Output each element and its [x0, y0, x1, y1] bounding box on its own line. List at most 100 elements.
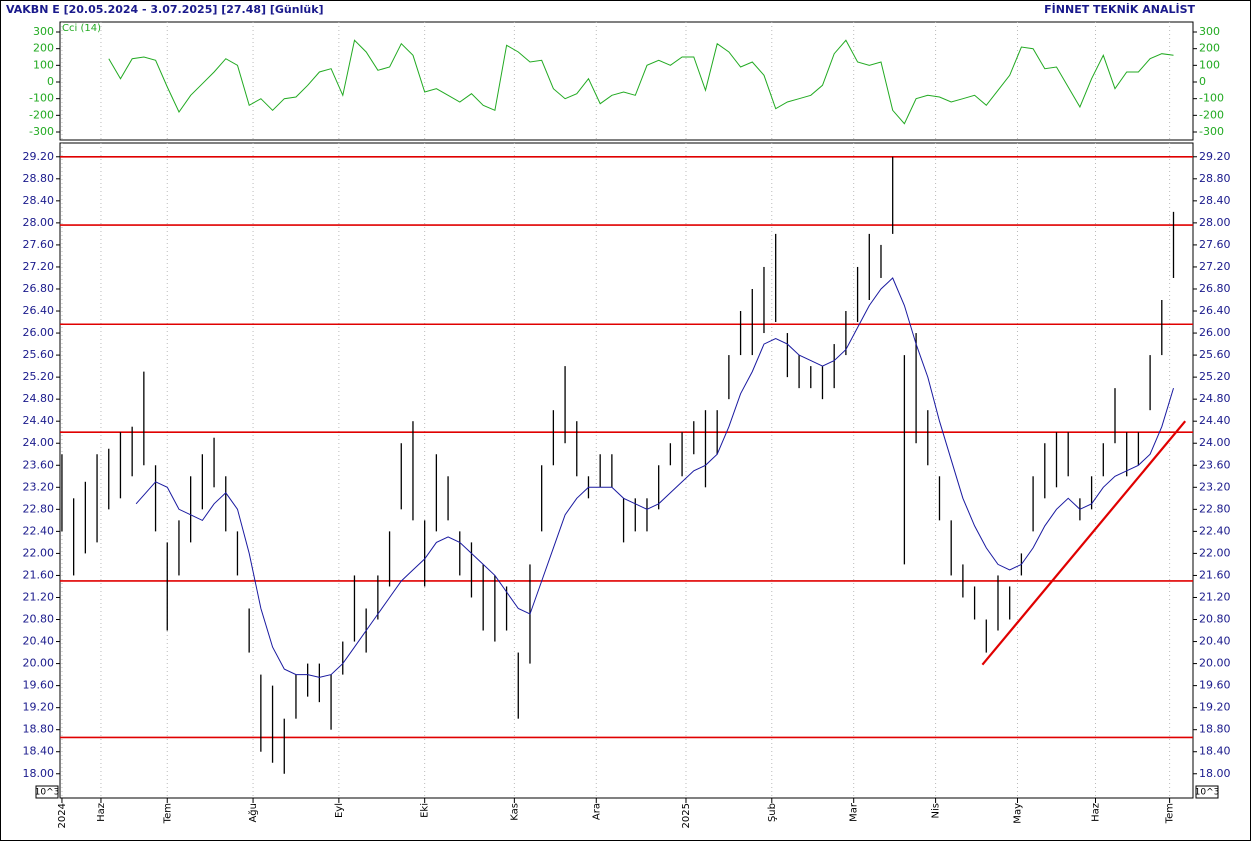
y-tick-label: 20.00	[1199, 657, 1231, 670]
y-tick-label: 21.60	[1199, 568, 1231, 581]
y-tick-label: -300	[29, 125, 54, 138]
x-tick-label: Nis	[931, 803, 942, 818]
y-tick-label: 300	[33, 25, 54, 38]
y-tick-label: 100	[33, 58, 54, 71]
y-tick-label: 29.20	[23, 150, 55, 163]
chart-title: VAKBN E [20.05.2024 - 3.07.2025] [27.48]…	[6, 3, 324, 16]
y-tick-label: 28.80	[1199, 172, 1231, 185]
x-tick-label: Eki	[420, 803, 431, 818]
y-tick-label: 19.60	[23, 679, 55, 692]
y-tick-label: 18.80	[1199, 723, 1231, 736]
y-tick-label: 24.00	[23, 436, 55, 449]
x-tick-label: Ağu	[247, 803, 259, 823]
y-tick-label: 19.20	[23, 701, 55, 714]
y-tick-label: 21.20	[1199, 590, 1231, 603]
y-tick-label: 18.40	[1199, 745, 1231, 758]
x-tick-label: May	[1012, 803, 1023, 824]
y-tick-label: 20.40	[23, 635, 55, 648]
y-tick-label: 22.40	[1199, 524, 1231, 537]
y-tick-label: 20.40	[1199, 635, 1231, 648]
y-tick-label: -200	[29, 108, 54, 121]
y-tick-label: 24.00	[1199, 436, 1231, 449]
y-tick-label: 25.20	[1199, 370, 1231, 383]
y-tick-label: -100	[1199, 92, 1224, 105]
y-tick-label: 22.80	[23, 502, 55, 515]
y-tick-label: 26.40	[23, 304, 55, 317]
y-tick-label: 18.80	[23, 723, 55, 736]
source: FİNNET TEKNİK ANALİST	[1044, 2, 1195, 16]
y-tick-label: 25.60	[1199, 348, 1231, 361]
y-tick-label: 22.80	[1199, 502, 1231, 515]
y-tick-label: 18.00	[1199, 767, 1231, 780]
y-tick-label: 28.80	[23, 172, 55, 185]
x-tick-label: Ara	[591, 803, 602, 820]
y-tick-label: 28.40	[1199, 194, 1231, 207]
y-tick-label: 26.80	[23, 282, 55, 295]
unit-box	[35, 785, 59, 799]
y-tick-label: -300	[1199, 125, 1224, 138]
x-tick-label: Haz	[1090, 803, 1101, 822]
y-tick-label: 27.60	[23, 238, 55, 251]
y-tick-label: 200	[1199, 42, 1220, 55]
y-tick-label: 20.80	[23, 613, 55, 626]
y-tick-label: 20.80	[1199, 613, 1231, 626]
y-tick-label: 100	[1199, 58, 1220, 71]
y-tick-label: 28.40	[23, 194, 55, 207]
y-tick-label: -100	[29, 92, 54, 105]
y-tick-label: 24.40	[23, 414, 55, 427]
y-tick-label: 18.40	[23, 745, 55, 758]
unit-label: 10^3	[35, 788, 60, 798]
y-tick-label: 23.20	[23, 480, 55, 493]
y-tick-label: 21.60	[23, 568, 55, 581]
x-tick-label: Tem	[1165, 803, 1176, 824]
y-tick-label: 27.20	[23, 260, 55, 273]
y-tick-label: 26.40	[1199, 304, 1231, 317]
y-tick-label: 20.00	[23, 657, 55, 670]
x-tick-label: Kas	[509, 803, 520, 821]
y-tick-label: 22.00	[23, 546, 55, 559]
y-tick-label: 24.40	[1199, 414, 1231, 427]
y-tick-label: 27.20	[1199, 260, 1231, 273]
y-tick-label: 22.40	[23, 524, 55, 537]
y-tick-label: 28.00	[23, 216, 55, 229]
y-tick-label: 27.60	[1199, 238, 1231, 251]
y-tick-label: 22.00	[1199, 546, 1231, 559]
y-tick-label: 24.80	[23, 392, 55, 405]
x-tick-label: Şub	[767, 803, 778, 822]
y-tick-label: 29.20	[1199, 150, 1231, 163]
trend-line	[981, 420, 1187, 666]
x-tick-label: 2024	[57, 803, 68, 828]
y-tick-label: 28.00	[1199, 216, 1231, 229]
unit-label: 10^3	[1195, 788, 1220, 798]
indicator-panel	[59, 21, 1194, 141]
y-tick-label: 23.20	[1199, 480, 1231, 493]
x-tick-label: Mar	[849, 802, 860, 822]
moving-average	[135, 277, 1174, 678]
unit-box	[1195, 785, 1219, 799]
y-tick-label: 23.60	[23, 458, 55, 471]
cci-line	[108, 39, 1174, 125]
x-tick-label: Eyl	[334, 803, 345, 818]
x-tick-label: 2025	[681, 803, 692, 828]
indicator-name: Cci (14)	[62, 23, 101, 34]
y-tick-label: 200	[33, 42, 54, 55]
y-tick-label: 19.60	[1199, 679, 1231, 692]
y-tick-label: -200	[1199, 108, 1224, 121]
x-tick-label: Haz	[96, 803, 107, 822]
y-tick-label: 0	[47, 75, 54, 88]
y-tick-label: 26.00	[23, 326, 55, 339]
y-tick-label: 300	[1199, 25, 1220, 38]
y-tick-label: 23.60	[1199, 458, 1231, 471]
x-tick-label: Tem	[162, 803, 173, 824]
y-tick-label: 25.60	[23, 348, 55, 361]
y-tick-label: 19.20	[1199, 701, 1231, 714]
price-panel	[59, 142, 1194, 799]
y-tick-label: 18.00	[23, 767, 55, 780]
y-tick-label: 21.20	[23, 590, 55, 603]
y-tick-label: 26.80	[1199, 282, 1231, 295]
y-tick-label: 24.80	[1199, 392, 1231, 405]
y-tick-label: 0	[1199, 75, 1206, 88]
y-tick-label: 25.20	[23, 370, 55, 383]
